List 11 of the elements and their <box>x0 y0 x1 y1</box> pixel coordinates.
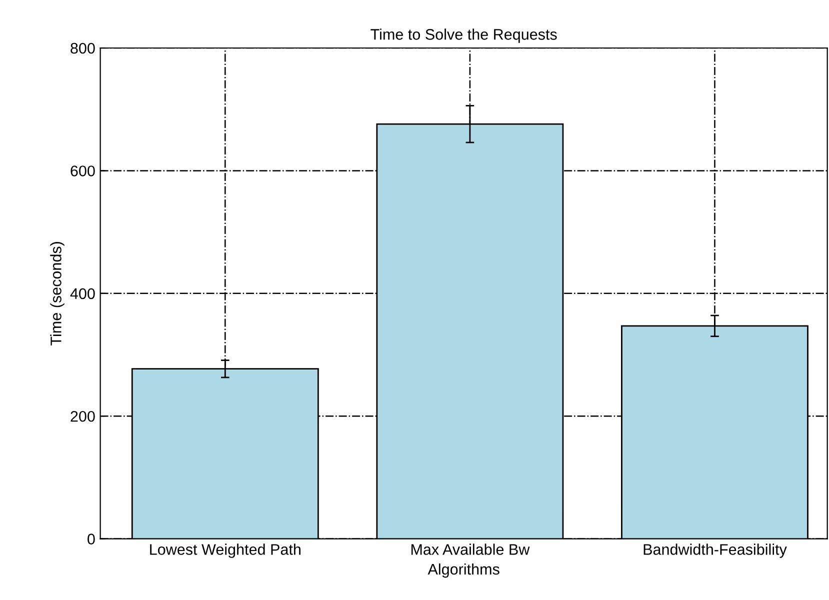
y-axis-title: Time (seconds) <box>50 242 64 346</box>
x-axis-title: Algorithms <box>428 563 500 578</box>
x-tick-label: Lowest Weighted Path <box>150 544 300 558</box>
y-tick-label: 800 <box>70 42 95 54</box>
x-tick-label: Max Available Bw <box>411 544 530 555</box>
y-tick-label: 200 <box>70 410 95 422</box>
y-tick-label: 600 <box>70 166 95 176</box>
chart-title: Time to Solve the Requests <box>370 28 557 43</box>
y-tick-label: 400 <box>70 288 95 300</box>
y-tick-label: 0 <box>88 534 95 544</box>
x-tick-label: Bandwidth-Feasibility <box>644 544 787 558</box>
